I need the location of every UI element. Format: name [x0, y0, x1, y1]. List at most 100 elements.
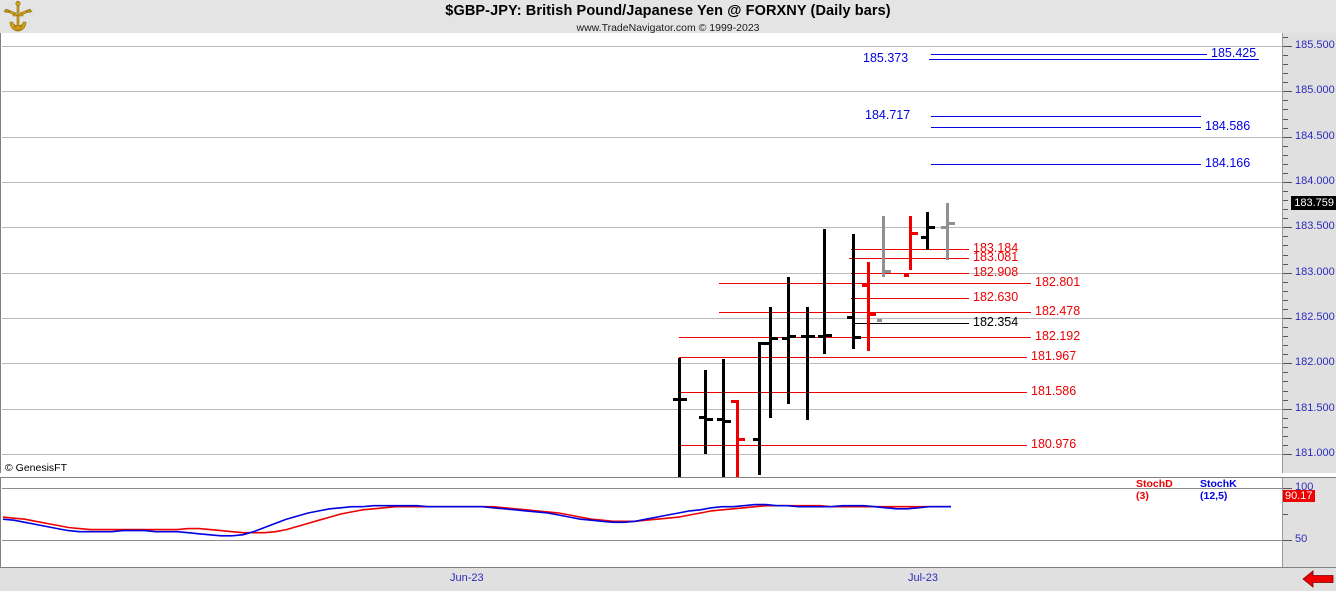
- indicator-axis-minor-tick: [1283, 514, 1288, 515]
- price-axis-minor-tick: [1283, 172, 1288, 174]
- price-axis-label: 181.000: [1295, 447, 1335, 459]
- level-line: [719, 283, 1031, 284]
- price-gridline: [2, 91, 1283, 93]
- price-axis-minor-tick: [1283, 372, 1288, 374]
- chart-title: $GBP-JPY: British Pound/Japanese Yen @ F…: [445, 3, 891, 19]
- price-axis-minor-tick: [1283, 218, 1288, 220]
- price-axis-minor-tick: [1283, 145, 1288, 147]
- price-axis-minor-tick: [1283, 163, 1288, 165]
- app-logo: [0, 0, 36, 33]
- price-gridline: [2, 227, 1283, 229]
- chart-subtitle: www.TradeNavigator.com © 1999-2023: [576, 22, 760, 34]
- price-axis-label: 181.500: [1295, 401, 1335, 414]
- price-axis-minor-tick: [1283, 390, 1288, 392]
- price-axis-minor-tick: [1283, 36, 1288, 38]
- price-axis-label: 184.000: [1295, 175, 1335, 187]
- level-label: 180.976: [1031, 437, 1077, 451]
- chart-header: [0, 0, 1336, 33]
- price-gridline: [2, 46, 1283, 47]
- level-label: 185.373: [863, 51, 909, 65]
- price-axis-minor-tick: [1283, 327, 1288, 329]
- price-axis-minor-tick: [1283, 290, 1288, 292]
- level-line: [931, 54, 1207, 55]
- price-axis-minor-tick: [1283, 381, 1288, 383]
- price-axis-minor-tick: [1283, 336, 1288, 338]
- stochastic-value-badge: 90.17: [1283, 490, 1315, 503]
- price-axis-minor-tick: [1283, 281, 1288, 283]
- level-label: 181.586: [1031, 384, 1077, 398]
- level-line: [931, 164, 1201, 165]
- price-gridline: [2, 272, 1283, 274]
- last-price-badge: 183.759: [1291, 195, 1336, 210]
- price-axis-label: 183.000: [1295, 265, 1335, 278]
- price-axis-minor-tick: [1283, 73, 1288, 75]
- level-line: [852, 323, 969, 324]
- price-axis-tick: [1283, 46, 1292, 47]
- price-axis-minor-tick: [1283, 200, 1288, 202]
- price-axis-minor-tick: [1283, 236, 1288, 238]
- price-axis-label: 185.500: [1295, 39, 1335, 51]
- price-axis-tick: [1283, 227, 1292, 229]
- level-label: 184.717: [865, 108, 911, 122]
- price-axis-tick: [1283, 408, 1292, 410]
- price-axis-minor-tick: [1283, 191, 1288, 193]
- price-axis-tick: [1283, 182, 1292, 183]
- stochk-legend-label: StochK (12,5): [1200, 478, 1237, 502]
- left-arrow-icon[interactable]: [1302, 570, 1334, 593]
- level-line: [931, 116, 1201, 117]
- price-axis-label: 185.000: [1295, 84, 1335, 97]
- level-line: [851, 273, 969, 274]
- level-label: 183.184: [973, 241, 1019, 255]
- price-axis-minor-tick: [1283, 263, 1288, 265]
- stochk-line: [2, 503, 951, 537]
- price-axis-minor-tick: [1283, 254, 1288, 256]
- price-axis-minor-tick: [1283, 426, 1288, 428]
- level-label: 182.630: [973, 290, 1019, 304]
- level-line: [929, 59, 1259, 60]
- level-label: 181.967: [1031, 349, 1077, 363]
- level-label: 182.192: [1035, 329, 1081, 343]
- level-line: [679, 357, 1027, 358]
- level-label: 182.908: [973, 265, 1019, 279]
- price-axis-minor-tick: [1283, 118, 1288, 120]
- price-axis-minor-tick: [1283, 354, 1288, 356]
- price-axis-minor-tick: [1283, 82, 1288, 84]
- price-axis-minor-tick: [1283, 444, 1288, 446]
- level-label: 182.801: [1035, 275, 1081, 289]
- price-gridline: [2, 136, 1283, 138]
- level-line: [679, 445, 1027, 446]
- price-axis-tick: [1283, 91, 1292, 93]
- indicator-axis-minor-tick: [1283, 488, 1288, 489]
- price-axis-minor-tick: [1283, 435, 1288, 437]
- price-gridline: [2, 318, 1283, 319]
- price-axis-minor-tick: [1283, 55, 1288, 57]
- level-label: 184.586: [1205, 119, 1251, 133]
- price-axis-tick: [1283, 318, 1292, 319]
- price-chart-pane[interactable]: 185.425 185.373 184.717 184.586 184.166 183.1…: [0, 33, 1283, 482]
- indicator-gridline: [2, 540, 1283, 541]
- stochd-legend-label: StochD (3): [1136, 478, 1173, 502]
- price-axis-minor-tick: [1283, 308, 1288, 310]
- indicator-axis-label: 100: [1295, 481, 1314, 493]
- date-axis[interactable]: [0, 567, 1336, 591]
- price-gridline: [2, 454, 1283, 455]
- anchor-scales-icon: [3, 0, 33, 32]
- price-gridline: [2, 363, 1283, 365]
- level-line: [931, 127, 1201, 128]
- indicator-axis-label: 50: [1295, 533, 1308, 545]
- price-axis-minor-tick: [1283, 109, 1288, 111]
- price-axis-tick: [1283, 272, 1292, 274]
- genesis-watermark: © GenesisFT: [5, 462, 68, 474]
- price-axis-minor-tick: [1283, 154, 1288, 156]
- price-axis-tick: [1283, 454, 1292, 455]
- level-line: [719, 312, 1031, 313]
- watermark-bar: [0, 461, 1282, 477]
- price-axis-minor-tick: [1283, 299, 1288, 301]
- price-axis-minor-tick: [1283, 245, 1288, 247]
- price-axis-tick: [1283, 136, 1292, 138]
- level-label: 185.425: [1211, 46, 1257, 60]
- price-axis[interactable]: 185.500 185.000 184.500 184.000 183.500 183.0…: [1282, 33, 1336, 473]
- price-gridline: [2, 408, 1283, 410]
- stochastic-pane[interactable]: [0, 477, 1283, 567]
- price-axis-tick: [1283, 363, 1292, 365]
